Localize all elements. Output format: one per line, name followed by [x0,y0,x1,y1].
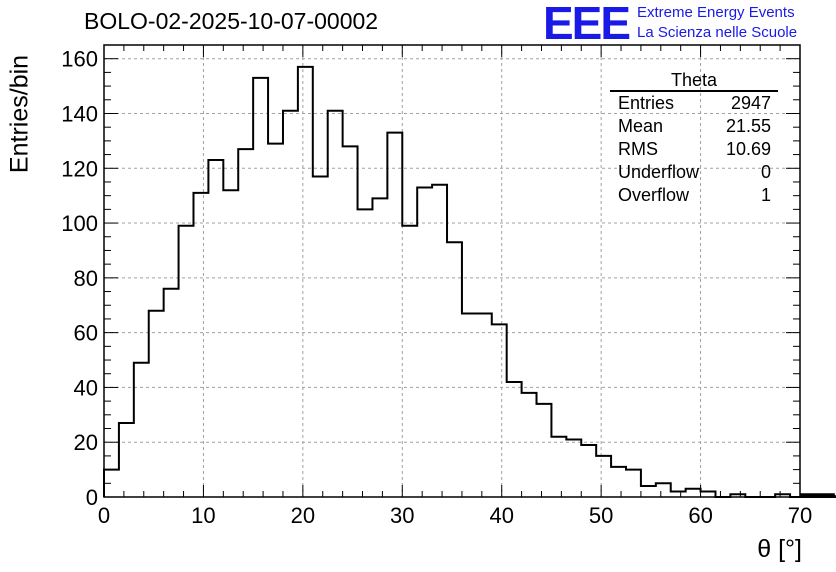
histogram-bin [164,289,179,497]
histogram-bin [253,78,268,497]
stats-row-mean: Mean 21.55 [610,115,778,138]
histogram-bin [581,445,596,497]
x-tick-label: 20 [291,503,315,528]
stats-label: Overflow [618,185,690,205]
logo-line-1: Extreme Energy Events [637,4,795,21]
y-tick-label: 40 [74,375,98,400]
histogram-bin [566,439,581,497]
y-tick-label: 20 [74,430,98,455]
histogram-bin [462,313,477,497]
x-tick-label: 10 [191,503,215,528]
histogram-bin [477,313,492,497]
histogram-bars [103,65,836,498]
x-tick-label: 0 [98,503,110,528]
x-tick-label: 30 [390,503,414,528]
stats-value: 10.69 [725,139,771,159]
stats-row-overflow: Overflow 1 [610,184,778,207]
histogram-bin [402,226,417,497]
x-tick-label: 40 [489,503,513,528]
y-tick-label: 60 [74,321,98,346]
chart-title: BOLO-02-2025-10-07-00002 [84,8,379,34]
stats-label: Entries [618,93,675,113]
y-tick-label: 100 [61,211,98,236]
stats-row-underflow: Underflow 0 [610,161,778,184]
histogram-bin [447,242,462,497]
stats-box: Theta Entries 2947 Mean 21.55 RMS 10.69 … [610,70,778,207]
histogram-outline [103,65,836,498]
histogram-bin [492,324,507,497]
y-tick-label: 80 [74,266,98,291]
stats-title: Theta [610,70,778,92]
histogram-bin [596,456,611,497]
x-tick-label: 70 [788,503,812,528]
histogram-bin [119,423,134,497]
x-axis-label: θ [°] [757,535,802,563]
stats-value: 21.55 [725,116,771,136]
histogram-bin [522,393,537,497]
y-tick-label: 140 [61,101,98,126]
x-tick-label: 50 [589,503,613,528]
histogram-bin [134,363,149,497]
histogram-bin [298,67,313,497]
histogram-bin [358,209,373,497]
histogram-bin [238,149,253,497]
histogram-bin [686,489,701,497]
histogram-bin [537,404,552,497]
stats-label: Underflow [618,162,700,182]
plot-frame [103,44,801,498]
y-tick-label: 120 [61,156,98,181]
y-tick-label: 160 [61,47,98,72]
histogram-bin [179,226,194,497]
logo-line-2: La Scienza nelle Scuole [637,24,798,41]
histogram-bin [626,470,641,497]
histogram-bin [208,160,223,497]
histogram-bin [223,190,238,497]
stats-label: RMS [618,139,658,159]
histogram-bin [656,483,671,497]
histogram-bin [417,187,432,497]
stats-value: 1 [760,185,771,205]
histogram-bin [551,437,566,497]
histogram-bin [268,144,283,497]
histogram-bin [343,146,358,497]
stats-row-rms: RMS 10.69 [610,138,778,161]
stats-value: 2947 [730,93,771,113]
histogram-bin [313,176,328,497]
logo-mark: EEE [543,0,631,49]
histogram-bin [432,185,447,497]
histogram-bin [641,486,656,497]
histogram-bin [372,198,387,497]
histogram-bin [507,382,522,497]
x-tick-label: 60 [688,503,712,528]
histogram-bin [611,467,626,497]
stats-label: Mean [618,116,664,136]
grid-lines [104,45,800,497]
histogram-bin [193,193,208,497]
histogram-bin [149,311,164,497]
stats-value: 0 [760,162,771,182]
y-axis-label: Entries/bin [5,54,34,174]
y-tick-label: 0 [86,485,98,510]
stats-row-entries: Entries 2947 [610,92,778,115]
